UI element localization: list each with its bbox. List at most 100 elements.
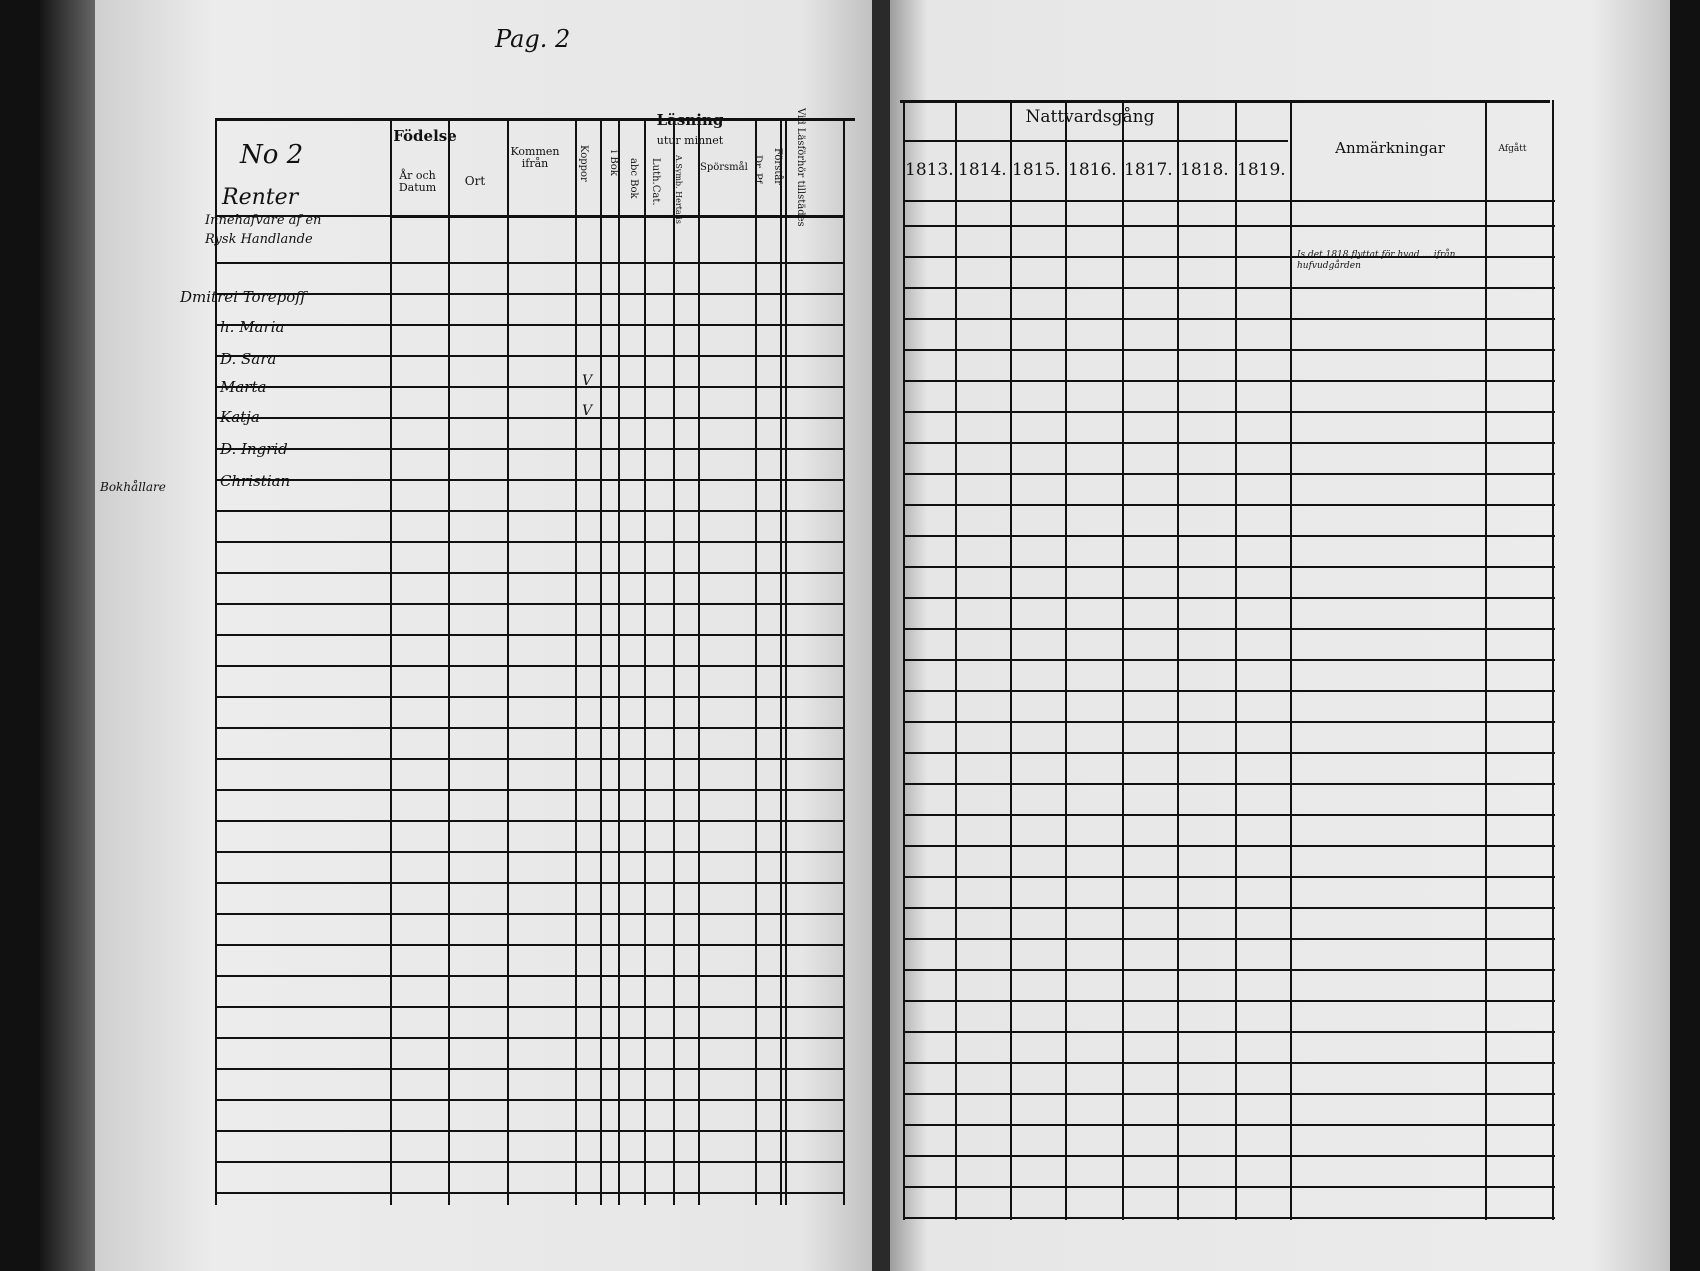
header-dr-pf: Dr. Pf. <box>752 155 763 187</box>
ruled-line <box>215 448 845 450</box>
header-i-bok: i Bok <box>608 150 619 176</box>
ruled-line <box>903 380 1555 382</box>
ruled-line <box>215 1192 845 1194</box>
ruled-line <box>903 659 1555 661</box>
year-header: 1819. <box>1237 160 1286 180</box>
koppor-mark: V <box>582 403 593 419</box>
ruled-line <box>903 1217 1555 1219</box>
remark-note: Is det 1818 flyttat för hvad ... ifrån h… <box>1297 250 1456 271</box>
year-header: 1818. <box>1180 160 1229 180</box>
ruled-line <box>215 820 845 822</box>
ruled-line <box>215 696 845 698</box>
ruled-line <box>903 473 1555 475</box>
header-afgatt: Afgått <box>1498 144 1527 154</box>
book-edge <box>40 0 100 1271</box>
page-label: Pag. 2 <box>495 25 571 53</box>
year-header: 1815. <box>1012 160 1061 180</box>
ruled-line <box>215 355 845 357</box>
person-name: Christian <box>220 472 291 490</box>
person-name: h. Maria <box>220 318 285 336</box>
ruled-line <box>215 603 845 605</box>
ruled-line <box>903 1093 1555 1095</box>
ruled-line <box>903 256 1555 258</box>
household-number: No 2 <box>240 140 304 170</box>
ruled-line <box>215 479 845 481</box>
header-fodelse: Födelse <box>393 127 457 145</box>
ruled-line <box>903 845 1555 847</box>
ruled-line <box>903 200 1555 202</box>
person-name: Katja <box>220 408 260 426</box>
ruled-line <box>903 597 1555 599</box>
ruled-line <box>215 665 845 667</box>
year-header: 1816. <box>1068 160 1117 180</box>
ruled-line <box>215 510 845 512</box>
header-a-symb: A.Symb. Hertalis <box>673 155 683 224</box>
margin-note: Bokhållare <box>100 480 166 494</box>
ruled-line <box>843 120 845 1205</box>
ruled-line <box>755 120 757 1205</box>
ruled-line <box>903 411 1555 413</box>
ruled-line <box>903 1062 1555 1064</box>
ruled-line <box>390 120 392 1205</box>
year-header: 1817. <box>1124 160 1173 180</box>
ruled-line <box>448 120 450 1205</box>
ruled-line <box>215 634 845 636</box>
ruled-line <box>215 386 845 388</box>
ruled-line <box>644 120 646 1205</box>
header-abc-bok: abc Bok <box>628 158 639 199</box>
ruled-line <box>215 789 845 791</box>
ruled-line <box>215 851 845 853</box>
ruled-line <box>903 1186 1555 1188</box>
header-nattvardsgang: Nattvardsgång <box>1025 107 1155 127</box>
header-luth-cat: Luth.Cat. <box>650 158 661 206</box>
ruled-line <box>507 120 509 1205</box>
ruled-line <box>903 876 1555 878</box>
ruled-line <box>215 572 845 574</box>
ruled-line <box>215 1037 845 1039</box>
ruled-line <box>903 225 1555 227</box>
book-gutter <box>872 0 890 1271</box>
ruled-line <box>903 690 1555 692</box>
ruled-line <box>900 100 1550 103</box>
ruled-line <box>903 969 1555 971</box>
header-koppor: Koppor <box>578 145 589 182</box>
ruled-line <box>903 318 1555 320</box>
ruled-line <box>215 120 217 1205</box>
ruled-line <box>903 566 1555 568</box>
ruled-line <box>903 1031 1555 1033</box>
ruled-line <box>215 324 845 326</box>
ruled-line <box>903 504 1555 506</box>
ruled-line <box>903 535 1555 537</box>
header-anmarkningar: Anmärkningar <box>1335 139 1445 157</box>
ruled-line <box>698 120 700 1205</box>
household-title: Renter <box>222 185 299 210</box>
ruled-line <box>785 120 787 1205</box>
ruled-line <box>215 975 845 977</box>
ruled-line <box>903 349 1555 351</box>
person-name: D. Sara <box>220 350 277 368</box>
ruled-line <box>903 442 1555 444</box>
ruled-line <box>903 140 1288 142</box>
ruled-line <box>215 262 845 264</box>
ruled-line <box>215 758 845 760</box>
ruled-line <box>780 120 782 1205</box>
ruled-line <box>215 417 845 419</box>
ruled-line <box>903 1124 1555 1126</box>
ruled-line <box>600 120 602 1205</box>
person-name: Dmitrei Torepoff <box>180 288 306 306</box>
ruled-line <box>215 541 845 543</box>
header-utur-minnet: utur minnet <box>656 134 724 147</box>
ruled-line <box>215 1006 845 1008</box>
header-forstar: Förstår <box>772 148 783 186</box>
ruled-line <box>215 215 845 217</box>
ruled-line <box>903 783 1555 785</box>
ruled-line <box>903 628 1555 630</box>
ruled-line <box>215 293 845 295</box>
ruled-line <box>903 287 1555 289</box>
year-header: 1813. <box>905 160 954 180</box>
household-desc: Rysk Handlande <box>205 232 313 247</box>
ruled-line <box>215 1161 845 1163</box>
ruled-line <box>673 120 675 1205</box>
header-ar-datum: År och Datum <box>398 169 437 195</box>
